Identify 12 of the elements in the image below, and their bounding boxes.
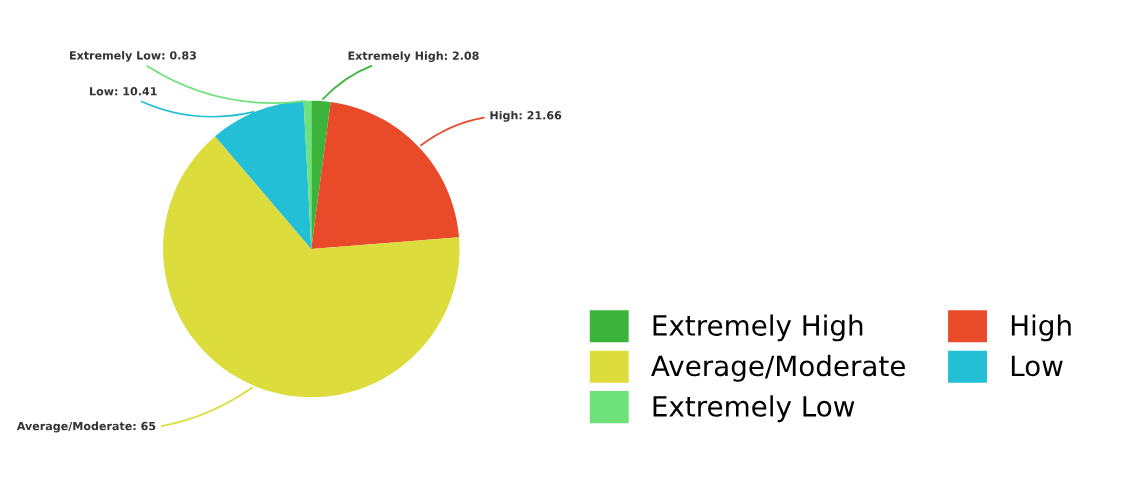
pie-slice	[311, 102, 460, 249]
data-label: High: 21.66	[490, 110, 562, 122]
legend-label: Low	[1011, 355, 1063, 377]
pie-slice	[163, 136, 460, 398]
legend-label: Extremely High	[653, 314, 863, 342]
data-label: Extremely High: 2.08	[348, 51, 479, 63]
legend-label: Average/Moderate	[651, 354, 905, 382]
data-label: Extremely Low: 0.83	[70, 50, 196, 62]
legend-label: Extremely Low	[653, 395, 855, 423]
data-label: Low: 10.41	[90, 87, 157, 96]
data-label: Average/Moderate: 65	[16, 421, 156, 433]
legend-label: High	[1011, 314, 1071, 342]
